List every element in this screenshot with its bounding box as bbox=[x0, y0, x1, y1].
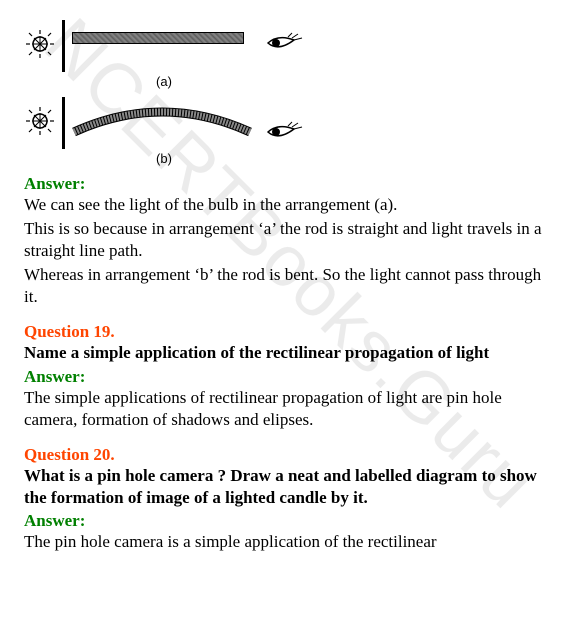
barrier-line bbox=[62, 97, 65, 149]
answer-text: The pin hole camera is a simple applicat… bbox=[24, 531, 556, 553]
diagram-b: (b) bbox=[24, 97, 556, 166]
answer-label: Answer: bbox=[24, 511, 556, 531]
question-text: Name a simple application of the rectili… bbox=[24, 342, 556, 364]
answer-label: Answer: bbox=[24, 174, 556, 194]
answer-text: Whereas in arrangement ‘b’ the rod is be… bbox=[24, 264, 556, 308]
answer-label: Answer: bbox=[24, 367, 556, 387]
question-label: Question 19. bbox=[24, 322, 556, 342]
answer-text: We can see the light of the bulb in the … bbox=[24, 194, 556, 216]
question-19-block: Question 19. Name a simple application o… bbox=[24, 322, 556, 430]
bulb-icon bbox=[24, 105, 56, 142]
answer-18-block: Answer: We can see the light of the bulb… bbox=[24, 174, 556, 308]
straight-rod bbox=[72, 32, 244, 44]
bulb-icon bbox=[24, 28, 56, 65]
question-label: Question 20. bbox=[24, 445, 556, 465]
question-20-block: Question 20. What is a pin hole camera ?… bbox=[24, 445, 556, 553]
eye-icon bbox=[266, 121, 304, 148]
answer-text: The simple applications of rectilinear p… bbox=[24, 387, 556, 431]
eye-icon bbox=[266, 32, 304, 59]
barrier-line bbox=[62, 20, 65, 72]
curved-rod bbox=[72, 102, 252, 147]
question-text: What is a pin hole camera ? Draw a neat … bbox=[24, 465, 556, 509]
diagram-a: (a) bbox=[24, 20, 556, 89]
answer-text: This is so because in arrangement ‘a’ th… bbox=[24, 218, 556, 262]
